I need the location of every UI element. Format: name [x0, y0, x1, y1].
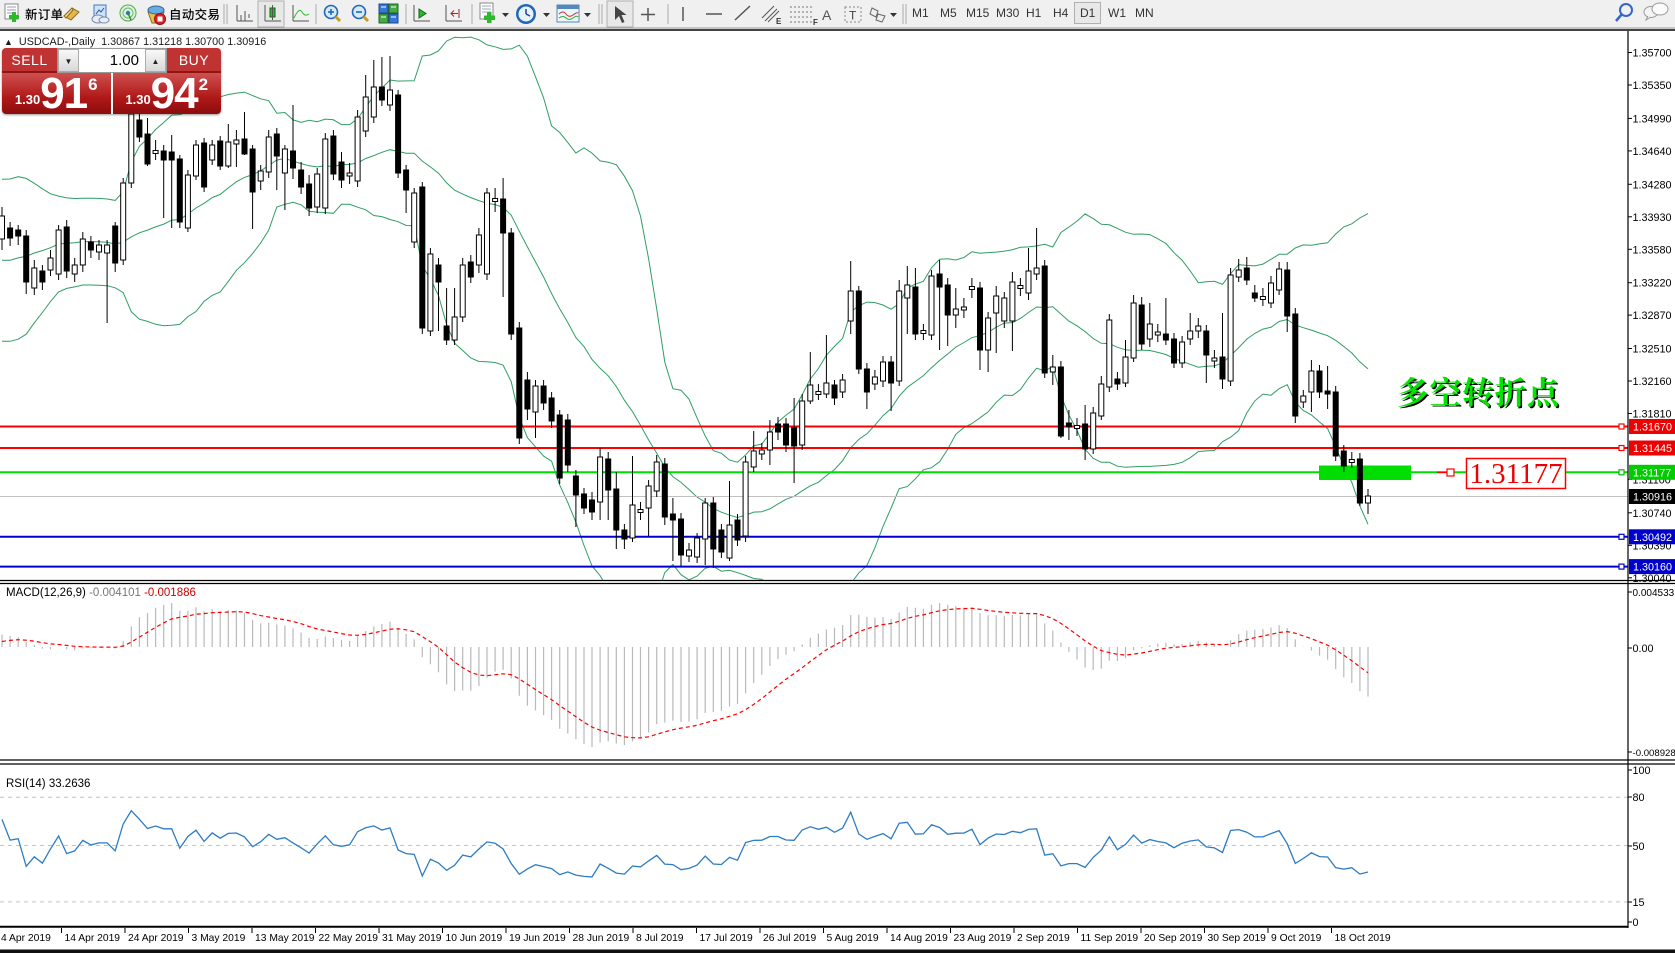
svg-text:F: F — [813, 18, 818, 27]
svg-text:1.32870: 1.32870 — [1633, 310, 1672, 322]
svg-text:13 May 2019: 13 May 2019 — [255, 933, 315, 944]
svg-text:1.34640: 1.34640 — [1633, 146, 1672, 158]
svg-text:1.31810: 1.31810 — [1633, 409, 1672, 421]
svg-text:11 Sep 2019: 11 Sep 2019 — [1081, 933, 1139, 944]
svg-text:1.32160: 1.32160 — [1633, 376, 1672, 388]
svg-text:A: A — [822, 7, 832, 23]
svg-text:26 Jul 2019: 26 Jul 2019 — [763, 933, 817, 944]
svg-text:17 Jul 2019: 17 Jul 2019 — [700, 933, 754, 944]
svg-text:22 May 2019: 22 May 2019 — [319, 933, 379, 944]
svg-text:18 Oct 2019: 18 Oct 2019 — [1335, 933, 1391, 944]
svg-text:1.30040: 1.30040 — [1633, 573, 1672, 585]
svg-text:100: 100 — [1633, 765, 1651, 777]
svg-text:9 Oct 2019: 9 Oct 2019 — [1271, 933, 1322, 944]
svg-text:30 Sep 2019: 30 Sep 2019 — [1208, 933, 1267, 944]
svg-text:24 Apr 2019: 24 Apr 2019 — [128, 933, 184, 944]
svg-text:31 May 2019: 31 May 2019 — [382, 933, 442, 944]
svg-text:4 Apr 2019: 4 Apr 2019 — [1, 933, 51, 944]
svg-text:1.31670: 1.31670 — [1633, 422, 1672, 434]
svg-text:3 May 2019: 3 May 2019 — [192, 933, 246, 944]
svg-text:1.30916: 1.30916 — [1633, 492, 1672, 504]
svg-text:1.33930: 1.33930 — [1633, 212, 1672, 224]
svg-text:8 Jul 2019: 8 Jul 2019 — [636, 933, 684, 944]
svg-text:28 Jun 2019: 28 Jun 2019 — [573, 933, 630, 944]
svg-text:15: 15 — [1633, 897, 1645, 909]
svg-text:1.31177: 1.31177 — [1633, 467, 1671, 479]
svg-text:E: E — [776, 17, 782, 26]
svg-text:T: T — [849, 9, 857, 23]
svg-text:80: 80 — [1633, 792, 1645, 804]
svg-text:RSI(14) 33.2636: RSI(14) 33.2636 — [6, 778, 90, 790]
svg-text:1.33220: 1.33220 — [1633, 278, 1672, 290]
svg-text:0.00: 0.00 — [1633, 643, 1654, 655]
svg-text:1.31177: 1.31177 — [1469, 458, 1562, 490]
svg-text:0: 0 — [1633, 917, 1639, 929]
svg-text:1.34280: 1.34280 — [1633, 179, 1672, 191]
svg-text:0.004533: 0.004533 — [1633, 588, 1675, 599]
svg-text:1.34990: 1.34990 — [1633, 113, 1672, 125]
svg-text:19 Jun 2019: 19 Jun 2019 — [509, 933, 566, 944]
svg-text:14 Aug 2019: 14 Aug 2019 — [890, 933, 948, 944]
svg-text:1.30492: 1.30492 — [1633, 532, 1672, 544]
svg-text:20 Sep 2019: 20 Sep 2019 — [1144, 933, 1203, 944]
svg-text:5 Aug 2019: 5 Aug 2019 — [827, 933, 879, 944]
svg-text:1.35700: 1.35700 — [1633, 48, 1672, 60]
svg-text:1.33580: 1.33580 — [1633, 244, 1672, 256]
svg-text:1.31445: 1.31445 — [1633, 443, 1672, 455]
svg-text:23 Aug 2019: 23 Aug 2019 — [954, 933, 1012, 944]
svg-text:2 Sep 2019: 2 Sep 2019 — [1017, 933, 1070, 944]
svg-text:10 Jun 2019: 10 Jun 2019 — [446, 933, 503, 944]
svg-text:1.30160: 1.30160 — [1633, 562, 1672, 574]
svg-text:1.30740: 1.30740 — [1633, 508, 1672, 520]
svg-text:1.35350: 1.35350 — [1633, 80, 1672, 92]
svg-text:50: 50 — [1633, 841, 1645, 853]
svg-text:14 Apr 2019: 14 Apr 2019 — [65, 933, 121, 944]
svg-text:-0.008928: -0.008928 — [1633, 748, 1675, 759]
svg-text:MACD(12,26,9) -0.004101 -0.001: MACD(12,26,9) -0.004101 -0.001886 — [6, 587, 196, 599]
svg-text:1.32510: 1.32510 — [1633, 344, 1672, 356]
